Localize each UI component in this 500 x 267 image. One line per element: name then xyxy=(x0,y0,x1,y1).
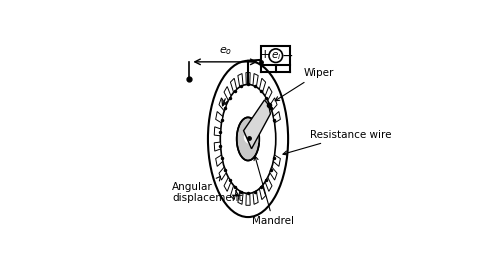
Polygon shape xyxy=(230,78,236,92)
Polygon shape xyxy=(265,87,272,100)
Polygon shape xyxy=(224,87,231,100)
Text: Resistance wire: Resistance wire xyxy=(283,130,391,155)
Polygon shape xyxy=(216,155,222,166)
Text: $-$: $-$ xyxy=(281,48,293,62)
Polygon shape xyxy=(253,191,258,204)
Polygon shape xyxy=(214,142,220,151)
Polygon shape xyxy=(260,78,266,92)
Text: Angular
displacement: Angular displacement xyxy=(172,176,242,203)
Text: Wiper: Wiper xyxy=(275,68,334,101)
Text: $+$: $+$ xyxy=(259,48,270,61)
Circle shape xyxy=(269,49,282,62)
Text: $e_i$: $e_i$ xyxy=(270,50,281,62)
Wedge shape xyxy=(244,135,258,144)
Polygon shape xyxy=(216,112,222,123)
Polygon shape xyxy=(224,177,231,191)
Polygon shape xyxy=(265,177,272,191)
Polygon shape xyxy=(246,193,250,205)
Polygon shape xyxy=(246,73,250,85)
Polygon shape xyxy=(274,112,280,123)
Ellipse shape xyxy=(208,61,288,217)
FancyBboxPatch shape xyxy=(262,46,290,65)
Polygon shape xyxy=(238,191,243,204)
Polygon shape xyxy=(260,186,266,200)
Polygon shape xyxy=(219,98,226,111)
Polygon shape xyxy=(244,100,270,149)
Text: Mandrel: Mandrel xyxy=(252,156,294,226)
Polygon shape xyxy=(253,73,258,87)
Ellipse shape xyxy=(220,84,276,193)
Polygon shape xyxy=(270,167,277,180)
Polygon shape xyxy=(230,186,236,200)
Text: $e_o$: $e_o$ xyxy=(219,45,232,57)
Polygon shape xyxy=(219,167,226,180)
Polygon shape xyxy=(274,155,280,166)
Ellipse shape xyxy=(236,117,260,160)
Polygon shape xyxy=(238,73,243,87)
Polygon shape xyxy=(270,98,277,111)
Polygon shape xyxy=(214,127,220,136)
